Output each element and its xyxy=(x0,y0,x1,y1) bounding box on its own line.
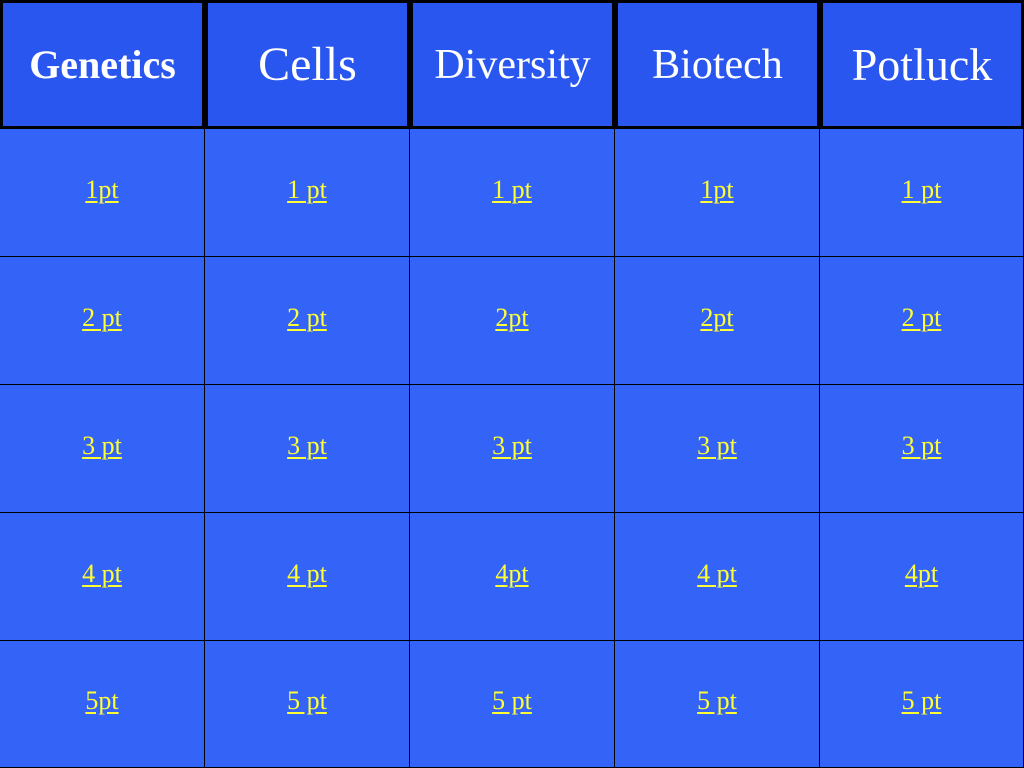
category-label: Cells xyxy=(258,38,357,91)
board-cell: 1pt xyxy=(0,129,205,257)
board-cell: 1pt xyxy=(615,129,820,257)
category-label: Potluck xyxy=(851,39,993,90)
point-link-cells-5[interactable]: 5 pt xyxy=(287,686,327,715)
category-header-cells: Cells xyxy=(205,0,410,129)
point-link-potluck-3[interactable]: 3 pt xyxy=(901,430,942,460)
point-link-potluck-2[interactable]: 2 pt xyxy=(901,302,942,332)
board-cell: 4pt xyxy=(410,513,615,641)
board-cell: 5 pt xyxy=(410,641,615,768)
point-link-cells-4[interactable]: 4 pt xyxy=(287,558,327,588)
category-label: Genetics xyxy=(29,42,176,87)
category-label: Biotech xyxy=(652,41,783,88)
board-cell: 2pt xyxy=(410,257,615,385)
board-cell: 1 pt xyxy=(820,129,1024,257)
point-link-diversity-2[interactable]: 2pt xyxy=(495,302,529,332)
board-cell: 2pt xyxy=(615,257,820,385)
board-cell: 5 pt xyxy=(820,641,1024,768)
point-link-genetics-2[interactable]: 2 pt xyxy=(82,302,122,332)
point-link-potluck-1[interactable]: 1 pt xyxy=(901,174,942,204)
board-cell: 3 pt xyxy=(410,385,615,513)
point-link-genetics-1[interactable]: 1pt xyxy=(85,174,119,204)
category-header-diversity: Diversity xyxy=(410,0,615,129)
point-link-genetics-4[interactable]: 4 pt xyxy=(82,558,122,588)
category-header-potluck: Potluck xyxy=(820,0,1024,129)
point-link-cells-2[interactable]: 2 pt xyxy=(287,302,327,332)
board-cell: 5 pt xyxy=(615,641,820,768)
board-cell: 4 pt xyxy=(0,513,205,641)
board-cell: 4 pt xyxy=(615,513,820,641)
board-cell: 1 pt xyxy=(410,129,615,257)
board-cell: 3 pt xyxy=(0,385,205,513)
board-cell: 1 pt xyxy=(205,129,410,257)
board-cell: 5pt xyxy=(0,641,205,768)
point-link-genetics-5[interactable]: 5pt xyxy=(85,686,119,715)
category-header-genetics: Genetics xyxy=(0,0,205,129)
point-link-potluck-4[interactable]: 4pt xyxy=(904,558,939,588)
point-link-diversity-3[interactable]: 3 pt xyxy=(492,430,532,460)
board-cell: 3 pt xyxy=(820,385,1024,513)
point-link-biotech-2[interactable]: 2pt xyxy=(700,302,734,332)
point-link-biotech-3[interactable]: 3 pt xyxy=(697,430,737,460)
point-link-diversity-4[interactable]: 4pt xyxy=(495,558,529,588)
point-link-cells-3[interactable]: 3 pt xyxy=(287,430,327,460)
board-cell: 4 pt xyxy=(205,513,410,641)
point-link-diversity-5[interactable]: 5 pt xyxy=(492,686,532,715)
point-link-genetics-3[interactable]: 3 pt xyxy=(82,430,122,460)
board-cell: 3 pt xyxy=(205,385,410,513)
point-link-diversity-1[interactable]: 1 pt xyxy=(492,174,532,204)
category-header-biotech: Biotech xyxy=(615,0,820,129)
category-label: Diversity xyxy=(434,41,591,88)
board-cell: 4pt xyxy=(820,513,1024,641)
board-cell: 2 pt xyxy=(0,257,205,385)
point-link-biotech-5[interactable]: 5 pt xyxy=(697,686,737,715)
board-cell: 3 pt xyxy=(615,385,820,513)
board-cell: 2 pt xyxy=(205,257,410,385)
point-link-biotech-1[interactable]: 1pt xyxy=(700,174,734,204)
point-link-biotech-4[interactable]: 4 pt xyxy=(697,558,737,588)
point-link-cells-1[interactable]: 1 pt xyxy=(287,174,327,204)
board-cell: 5 pt xyxy=(205,641,410,768)
board-cell: 2 pt xyxy=(820,257,1024,385)
point-link-potluck-5[interactable]: 5 pt xyxy=(901,686,942,715)
